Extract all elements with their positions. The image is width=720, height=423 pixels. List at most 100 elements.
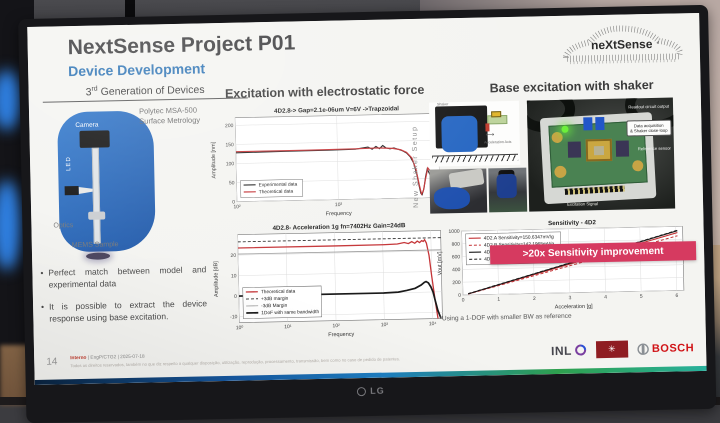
acceleration-arrow-icon: ⟷: [486, 133, 514, 140]
lens-icon: [88, 211, 105, 219]
schematic-clamp: [485, 123, 489, 131]
svg-text:2: 2: [533, 296, 536, 302]
lg-logo: LG: [357, 386, 385, 397]
optics-label: Optics: [53, 222, 73, 229]
svg-text:50: 50: [229, 180, 235, 186]
svg-text:-3dB Margin: -3dB Margin: [261, 303, 288, 310]
svg-text:10⁴: 10⁴: [429, 321, 437, 327]
footer-meta: Interno | EngP/CTG2 | 2025-07-18 Todos o…: [70, 348, 470, 368]
svg-text:10: 10: [231, 273, 237, 279]
svg-text:10³: 10³: [381, 322, 389, 328]
svg-text:Theoretical data: Theoretical data: [259, 189, 294, 196]
camera-icon: [79, 130, 109, 148]
inl-swirl-icon: [574, 343, 587, 356]
svg-text:20: 20: [230, 253, 236, 259]
led-label: LED: [66, 156, 72, 171]
bullet-item: It is possible to extract the device res…: [41, 297, 207, 325]
mems-sample-label: MEMS Sample: [72, 241, 119, 249]
shaker-schematic: Shaker ⟷ Acceleration Axis: [429, 101, 520, 167]
reference-sensor-label: Reference sensor: [638, 146, 671, 152]
acceleration-axis-label: Acceleration Axis: [476, 140, 520, 145]
svg-text:Amplitude [dB]: Amplitude [dB]: [213, 261, 220, 297]
mems-sample-icon: [86, 252, 110, 260]
svg-text:4D2.8-> Gap=2.1e-06um V=6V ->T: 4D2.8-> Gap=2.1e-06um V=6V ->Trapzoidal: [274, 105, 399, 115]
slide-title: NextSense Project P01: [67, 31, 295, 60]
background-pole: [125, 0, 135, 18]
svg-text:10⁰: 10⁰: [236, 325, 244, 331]
shaker-section-heading: Base excitation with shaker: [452, 77, 690, 96]
nextsense-logo: neXtSense: [555, 17, 688, 70]
svg-text:5: 5: [640, 294, 643, 300]
blue-component: [583, 117, 592, 130]
uminho-symbol-icon: ✳: [608, 344, 616, 355]
page-number: 14: [46, 356, 57, 367]
blue-component: [595, 117, 604, 130]
slide-subtitle: Device Development: [68, 60, 205, 79]
classification-badge: Interno: [70, 356, 86, 361]
mems-die: [594, 146, 604, 155]
shaker-blue-shape: [434, 187, 470, 210]
bosch-logo: BOSCH: [637, 342, 694, 355]
svg-text:3: 3: [569, 295, 572, 301]
svg-text:200: 200: [452, 280, 461, 286]
led-icon: [65, 186, 79, 195]
svg-text:Experimental data: Experimental data: [259, 182, 298, 189]
schematic-chip: [491, 111, 501, 117]
shaker-photo-1: [429, 168, 487, 213]
metrology-device-illustration: Camera LED Optics MEMS Sample Polytec MS…: [35, 101, 206, 264]
readout-label: Readout circuit output: [628, 104, 669, 110]
svg-text:200: 200: [225, 123, 234, 129]
camera-label: Camera: [75, 122, 98, 129]
svg-text:Acceleration [g]: Acceleration [g]: [555, 304, 593, 311]
bosch-armature-icon: [637, 343, 649, 355]
shaker-photo-2: [488, 168, 527, 213]
device-blue-shape: [496, 174, 516, 198]
footer-meta-text: | EngP/CTG2 | 2025-07-18: [88, 355, 145, 361]
svg-text:600: 600: [452, 254, 461, 260]
presentation-slide: NextSense Project P01 Device Development…: [27, 13, 706, 385]
svg-text:Amplitude [nm]: Amplitude [nm]: [211, 141, 218, 178]
svg-text:1: 1: [497, 297, 500, 303]
svg-text:400: 400: [452, 267, 461, 273]
lg-dot-icon: [357, 387, 366, 396]
svg-text:+3dB margin: +3dB margin: [261, 296, 289, 303]
nextsense-logo-text: neXtSense: [591, 37, 653, 52]
svg-text:800: 800: [451, 242, 460, 248]
svg-text:0: 0: [458, 293, 461, 299]
svg-text:1000: 1000: [448, 229, 459, 235]
excitation-signal-label: Excitation Signal: [567, 201, 598, 207]
pcb-photo: Readout circuit output Data acquisition …: [527, 98, 675, 212]
monitor-screen: NextSense Project P01 Device Development…: [27, 13, 706, 385]
sensitivity-chart-wrap: 0 1 2 3 4 5 6 0 200 400 600 800 1000 Sensitivity - 4D…: [433, 213, 691, 312]
svg-text:6: 6: [675, 293, 678, 299]
footer-logos: INL ✳ BOSCH: [551, 339, 694, 359]
ic-chip: [568, 141, 581, 157]
svg-text:Sensitivity - 4D2: Sensitivity - 4D2: [548, 219, 596, 227]
svg-text:4D2.8- Acceleration 1g fn=7402: 4D2.8- Acceleration 1g fn=7402Hz Gain=24…: [273, 222, 407, 232]
svg-text:Frequency: Frequency: [328, 332, 354, 339]
svg-text:0: 0: [462, 297, 465, 303]
svg-text:10³: 10³: [335, 202, 343, 208]
sensitivity-footnote: *Using a 1-DOF with smaller BW as refere…: [439, 313, 571, 323]
shaker-mount: [441, 116, 478, 153]
svg-text:10²: 10²: [332, 323, 340, 329]
svg-text:4: 4: [604, 294, 607, 300]
inl-logo: INL: [551, 343, 587, 358]
ic-chip: [616, 140, 629, 156]
blue-led-glow: [0, 180, 22, 270]
uminho-logo: ✳: [596, 341, 628, 359]
svg-text:1DoF with same bandwidth: 1DoF with same bandwidth: [261, 309, 319, 316]
bullet-list: Perfect match between model and experime…: [40, 263, 207, 334]
instrument-name: Polytec MSA-500 Surface Metrology: [139, 105, 203, 127]
svg-text:10¹: 10¹: [284, 324, 292, 330]
daq-label: Data acquisition & Shaker close-loop: [626, 120, 672, 136]
svg-text:Vout [mV]: Vout [mV]: [437, 251, 444, 275]
bullet-item: Perfect match between model and experime…: [40, 263, 206, 291]
svg-text:0: 0: [232, 199, 235, 205]
monitor: NextSense Project P01 Device Development…: [18, 5, 716, 423]
svg-text:Frequency: Frequency: [326, 211, 352, 218]
svg-text:0: 0: [234, 294, 237, 300]
svg-text:150: 150: [225, 142, 234, 148]
ground-hatching: [432, 154, 518, 163]
